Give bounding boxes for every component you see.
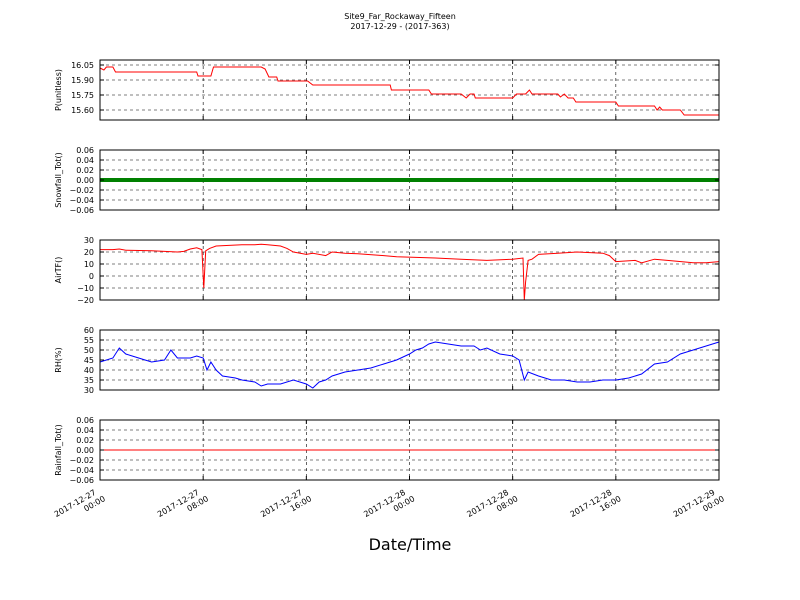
y-tick-label: 60 (84, 326, 94, 335)
y-tick-label: 0.06 (76, 146, 94, 155)
y-tick-label: −0.02 (69, 456, 94, 465)
subplot-3: −20 −10 0 10 20 30 AirTF() (54, 236, 720, 305)
y-tick-label: −0.04 (69, 196, 94, 205)
y-tick-label: 30 (84, 386, 94, 395)
series-line-1 (99, 66, 719, 116)
y-axis-label: Snowfall_Tot() (54, 152, 63, 208)
y-tick-label: 0.00 (76, 446, 94, 455)
y-tick-label: 50 (84, 346, 94, 355)
subplot-2: −0.06−0.04−0.020.000.020.040.06 Snowfall_… (54, 146, 720, 215)
x-tick-label: 2017-12-2900:00 (672, 485, 726, 527)
x-tick-label: 2017-12-2816:00 (569, 485, 623, 527)
y-axis-label: P(unitless) (54, 69, 63, 111)
y-tick-label: 0.00 (76, 176, 94, 185)
x-tick-label: 2017-12-2800:00 (362, 485, 416, 527)
y-tick-label: 55 (84, 336, 94, 345)
x-tick-labels: 2017-12-2700:00 2017-12-2708:00 2017-12-27… (53, 485, 726, 527)
series-line-3 (100, 243, 720, 301)
y-tick-label: 0.02 (76, 166, 94, 175)
y-tick-label: 0.04 (76, 156, 94, 165)
y-tick-label: −0.02 (69, 186, 94, 195)
y-axis-label: RH(%) (54, 347, 63, 372)
y-tick-label: −0.06 (69, 476, 94, 485)
y-tick-label: 20 (84, 248, 94, 257)
y-tick-label: 0.04 (76, 426, 94, 435)
y-tick-label: 0 (89, 272, 94, 281)
x-tick-label: 2017-12-2700:00 (53, 485, 107, 527)
y-axis-label: Rainfall_Tot() (54, 424, 63, 476)
x-tick-label: 2017-12-2808:00 (465, 485, 519, 527)
y-tick-label: 35 (84, 376, 94, 385)
figure-subtitle: 2017-12-29 - (2017-363) (350, 22, 449, 31)
y-tick-label: 0.06 (76, 416, 94, 425)
subplot-1: 15.60 15.75 15.90 16.05 P(unitless) (54, 59, 720, 121)
x-tick-label: 2017-12-2708:00 (156, 485, 210, 527)
subplot-5: −0.06−0.04−0.020.000.020.040.06 Rainfall_… (54, 416, 720, 485)
y-tick-label: 16.05 (71, 61, 94, 70)
y-tick-label: −0.04 (69, 466, 94, 475)
y-tick-label: 10 (84, 260, 94, 269)
x-axis-label: Date/Time (369, 535, 452, 554)
figure-title: Site9_Far_Rockaway_Fifteen (344, 12, 456, 21)
y-tick-label: 30 (84, 236, 94, 245)
x-tick-label: 2017-12-2716:00 (259, 485, 313, 527)
series-line-4 (99, 341, 720, 389)
y-tick-label: 15.90 (71, 76, 94, 85)
y-tick-label: 0.02 (76, 436, 94, 445)
y-tick-label: 45 (84, 356, 94, 365)
y-tick-label: 40 (84, 366, 94, 375)
y-tick-label: −20 (77, 296, 94, 305)
y-axis-label: AirTF() (54, 257, 63, 284)
y-tick-label: −0.06 (69, 206, 94, 215)
y-tick-label: 15.60 (71, 106, 94, 115)
y-tick-label: 15.75 (71, 91, 94, 100)
y-tick-label: −10 (77, 284, 94, 293)
subplots: 15.6015.7515.9016.05P(unitless)−0.06−0.0… (54, 59, 720, 485)
